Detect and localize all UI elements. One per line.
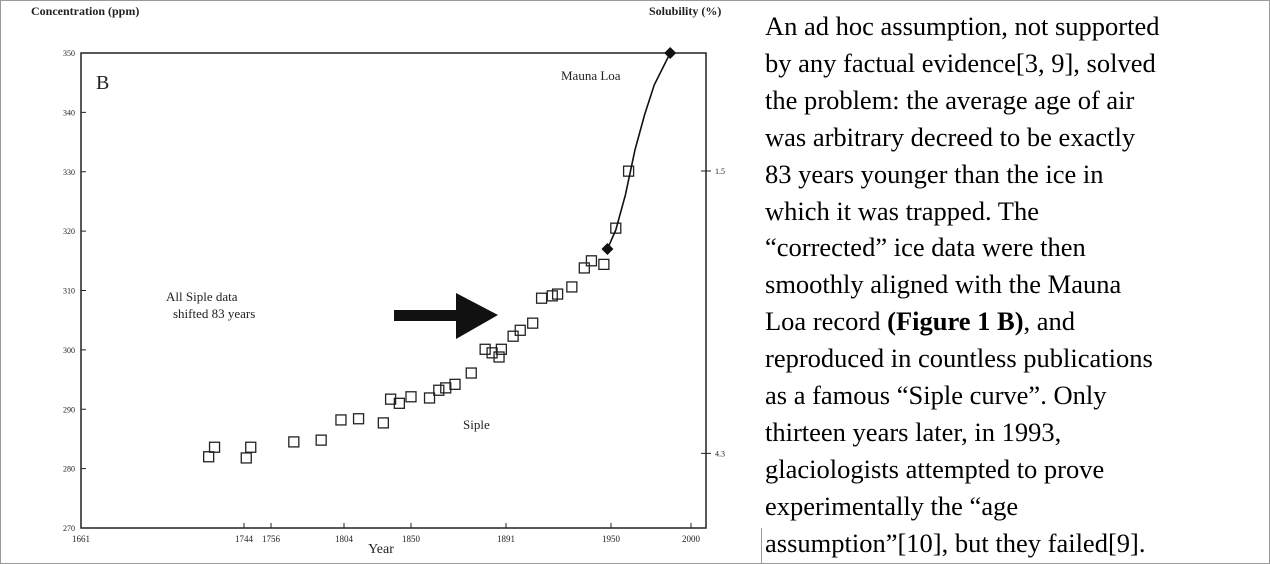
- y-tick-label: 310: [63, 287, 75, 296]
- y2-axis-label: Solubility (%): [649, 4, 721, 18]
- x-tick-label: 1850: [402, 534, 421, 544]
- y-tick-label: 270: [63, 524, 75, 533]
- data-point: [405, 391, 417, 403]
- data-point: [208, 441, 221, 453]
- data-point: [423, 392, 436, 404]
- data-point: [315, 434, 327, 446]
- data-point: [493, 351, 505, 363]
- data-point: [507, 330, 519, 342]
- annotation: shifted 83 years: [173, 306, 255, 321]
- y-tick-label: 320: [63, 227, 75, 236]
- data-point: [465, 367, 477, 379]
- data-point: [433, 384, 445, 396]
- text-line: reproduced in countless publications: [765, 343, 1153, 374]
- x-tick-label: 1744: [235, 534, 254, 544]
- text-line: An ad hoc assumption, not supported: [765, 11, 1160, 41]
- data-point: [551, 288, 564, 300]
- y-tick-label: 330: [63, 168, 75, 177]
- y2-tick-label: 4.3: [715, 449, 725, 458]
- text-line: which it was trapped. The: [765, 195, 1040, 226]
- text-line: the problem: the average age of air: [765, 84, 1135, 115]
- bold-run: (Figure 1 B): [887, 306, 1024, 337]
- text-line: was arbitrary decreed to be exactly: [765, 121, 1136, 152]
- text-line: assumption”[10], but they failed[9].: [765, 527, 1146, 558]
- x-tick-label: 1891: [497, 534, 515, 544]
- x-tick-label: 1950: [602, 534, 621, 544]
- arrow: [394, 293, 498, 339]
- panel-label: B: [96, 72, 109, 94]
- data-point: [486, 347, 498, 359]
- series-label: Siple: [463, 417, 490, 432]
- data-point: [203, 451, 215, 463]
- text-line: Loa record (Figure 1 B), and: [765, 303, 1268, 340]
- text-line: 83 years younger than the ice in: [765, 158, 1104, 189]
- annotation: All Siple data: [166, 289, 238, 304]
- data-point: [288, 436, 300, 448]
- paragraph: An ad hoc assumption, not supported by an…: [765, 8, 1268, 562]
- text-line: glaciologists attempted to prove: [765, 453, 1105, 484]
- text-line: by any factual evidence[3, 9], solved: [765, 47, 1156, 78]
- data-point: [664, 47, 677, 59]
- text-line: thirteen years later, in 1993,: [765, 416, 1062, 447]
- y-tick-label: 280: [63, 465, 75, 474]
- text-run: , and: [1023, 306, 1076, 337]
- text-line: experimentally the “age: [765, 490, 1019, 521]
- data-point: [585, 255, 598, 267]
- data-point: [479, 343, 491, 355]
- data-point: [440, 382, 452, 394]
- data-point: [566, 281, 578, 293]
- data-point: [240, 452, 252, 464]
- data-point: [527, 317, 539, 329]
- data-point: [610, 222, 622, 234]
- text-run: Loa record: [765, 306, 888, 337]
- data-point: [578, 262, 590, 274]
- data-point: [393, 397, 405, 409]
- series-label: Mauna Loa: [561, 68, 621, 83]
- data-point: [245, 441, 257, 453]
- text-line: “corrected” ice data were then: [765, 232, 1086, 263]
- text-line: as a famous “Siple curve”. Only: [765, 380, 1107, 411]
- data-line: [606, 52, 671, 250]
- data-point: [535, 292, 548, 304]
- y-axis-label: Concentration (ppm): [31, 4, 139, 18]
- data-point: [352, 413, 365, 425]
- y-tick-label: 300: [63, 346, 75, 355]
- x-tick-label: 1756: [262, 534, 281, 544]
- data-point: [384, 393, 397, 405]
- data-point: [377, 417, 389, 429]
- data-point: [495, 343, 508, 355]
- x-tick-label: 1661: [72, 534, 90, 544]
- figure: Concentration (ppm) Solubility (%) Year …: [31, 4, 725, 557]
- x-axis-label: Year: [368, 542, 394, 557]
- data-point: [449, 378, 461, 390]
- y-tick-label: 350: [63, 49, 75, 58]
- x-tick-label: 1804: [335, 534, 354, 544]
- data-point: [598, 258, 610, 271]
- x-tick-label: 2000: [682, 534, 701, 544]
- data-point: [514, 324, 526, 336]
- y-tick-label: 290: [63, 405, 75, 414]
- separator: [761, 528, 762, 564]
- data-point: [601, 242, 614, 255]
- y2-tick-label: 1.5: [715, 167, 725, 176]
- text-line: smoothly aligned with the Mauna: [765, 269, 1122, 300]
- data-point: [622, 165, 635, 177]
- y-tick-label: 340: [63, 108, 75, 117]
- data-point: [335, 414, 347, 426]
